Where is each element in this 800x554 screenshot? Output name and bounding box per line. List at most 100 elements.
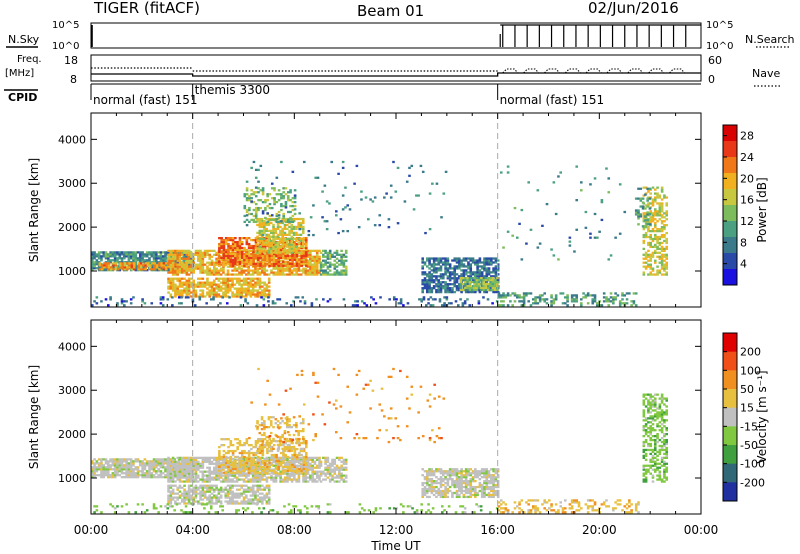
data-cell (107, 476, 110, 479)
data-cell (444, 261, 447, 264)
data-cell (272, 229, 275, 233)
data-cell (180, 458, 184, 461)
data-cell (435, 259, 438, 262)
cpid-label-2: normal (fast) 151 (500, 93, 604, 107)
data-cell (520, 296, 524, 299)
data-cell (412, 208, 416, 211)
data-cell (419, 164, 423, 168)
data-cell (132, 472, 135, 475)
data-cell (311, 257, 314, 260)
data-cell (167, 263, 170, 266)
data-cell (103, 266, 106, 269)
data-cell (229, 262, 233, 265)
data-cell (464, 286, 467, 290)
data-cell (100, 462, 103, 465)
data-cell (125, 300, 128, 303)
data-cell (360, 190, 363, 193)
data-cell (104, 460, 108, 463)
data-cell (520, 300, 524, 303)
data-cell (306, 468, 310, 471)
data-cell (651, 239, 655, 243)
data-cell (226, 295, 230, 298)
data-cell (529, 292, 533, 295)
data-cell (187, 263, 190, 266)
data-cell (245, 291, 248, 294)
data-cell (247, 464, 250, 467)
data-cell (173, 472, 176, 475)
data-cell (258, 295, 262, 298)
data-cell (134, 472, 138, 475)
data-cell (196, 474, 200, 477)
data-cell (242, 295, 246, 298)
data-cell (169, 281, 173, 284)
data-cell (297, 472, 301, 475)
data-cell (173, 470, 176, 473)
data-cell (272, 249, 276, 252)
data-cell (493, 278, 497, 282)
data-cell (169, 283, 173, 286)
data-cell (444, 283, 447, 286)
freq-label-2: [MHz] (5, 68, 34, 79)
data-cell (480, 261, 484, 264)
data-cell (235, 279, 239, 282)
data-cell (171, 470, 174, 473)
data-cell (148, 476, 151, 479)
data-cell (311, 466, 314, 469)
data-cell (660, 198, 664, 201)
data-cell (190, 462, 193, 465)
data-cell (315, 273, 319, 276)
data-cell (134, 253, 138, 256)
data-cell (236, 252, 239, 256)
data-cell (288, 245, 291, 248)
data-cell (478, 269, 482, 272)
data-cell (478, 289, 482, 292)
data-cell (256, 474, 260, 477)
data-cell (240, 474, 244, 477)
data-cell (261, 252, 265, 256)
data-cell (660, 261, 664, 264)
data-cell (254, 474, 257, 477)
data-cell (169, 287, 173, 290)
data-cell (254, 281, 257, 284)
data-cell (180, 296, 183, 299)
data-cell (299, 237, 303, 240)
data-cell (213, 263, 216, 266)
data-cell (665, 212, 669, 215)
data-cell (333, 263, 337, 266)
data-cell (210, 271, 214, 274)
data-cell (281, 231, 284, 235)
data-cell (325, 220, 329, 223)
data-cell (95, 255, 99, 258)
data-cell (112, 262, 115, 265)
data-cell (164, 251, 167, 254)
data-cell (324, 259, 327, 262)
data-cell (226, 287, 230, 290)
data-cell (182, 464, 186, 467)
data-cell (274, 229, 278, 233)
data-cell (660, 259, 664, 262)
data-cell (190, 267, 193, 270)
data-cell (274, 480, 278, 483)
data-cell (215, 468, 218, 471)
data-cell (252, 264, 255, 267)
data-cell (341, 166, 345, 170)
data-cell (486, 284, 490, 288)
data-cell (139, 251, 142, 254)
data-cell (660, 226, 664, 229)
data-cell (328, 257, 332, 260)
data-cell (644, 219, 647, 222)
data-cell (280, 220, 283, 223)
data-cell (132, 468, 135, 471)
data-cell (215, 287, 218, 290)
data-cell (656, 210, 659, 213)
data-cell (119, 262, 122, 265)
data-cell (300, 240, 304, 244)
data-cell (258, 291, 262, 294)
data-cell (446, 269, 450, 272)
data-cell (271, 302, 275, 305)
data-cell (437, 257, 441, 260)
data-cell (649, 241, 652, 245)
data-cell (254, 238, 258, 242)
data-cell (229, 463, 233, 467)
data-cell (295, 460, 298, 463)
